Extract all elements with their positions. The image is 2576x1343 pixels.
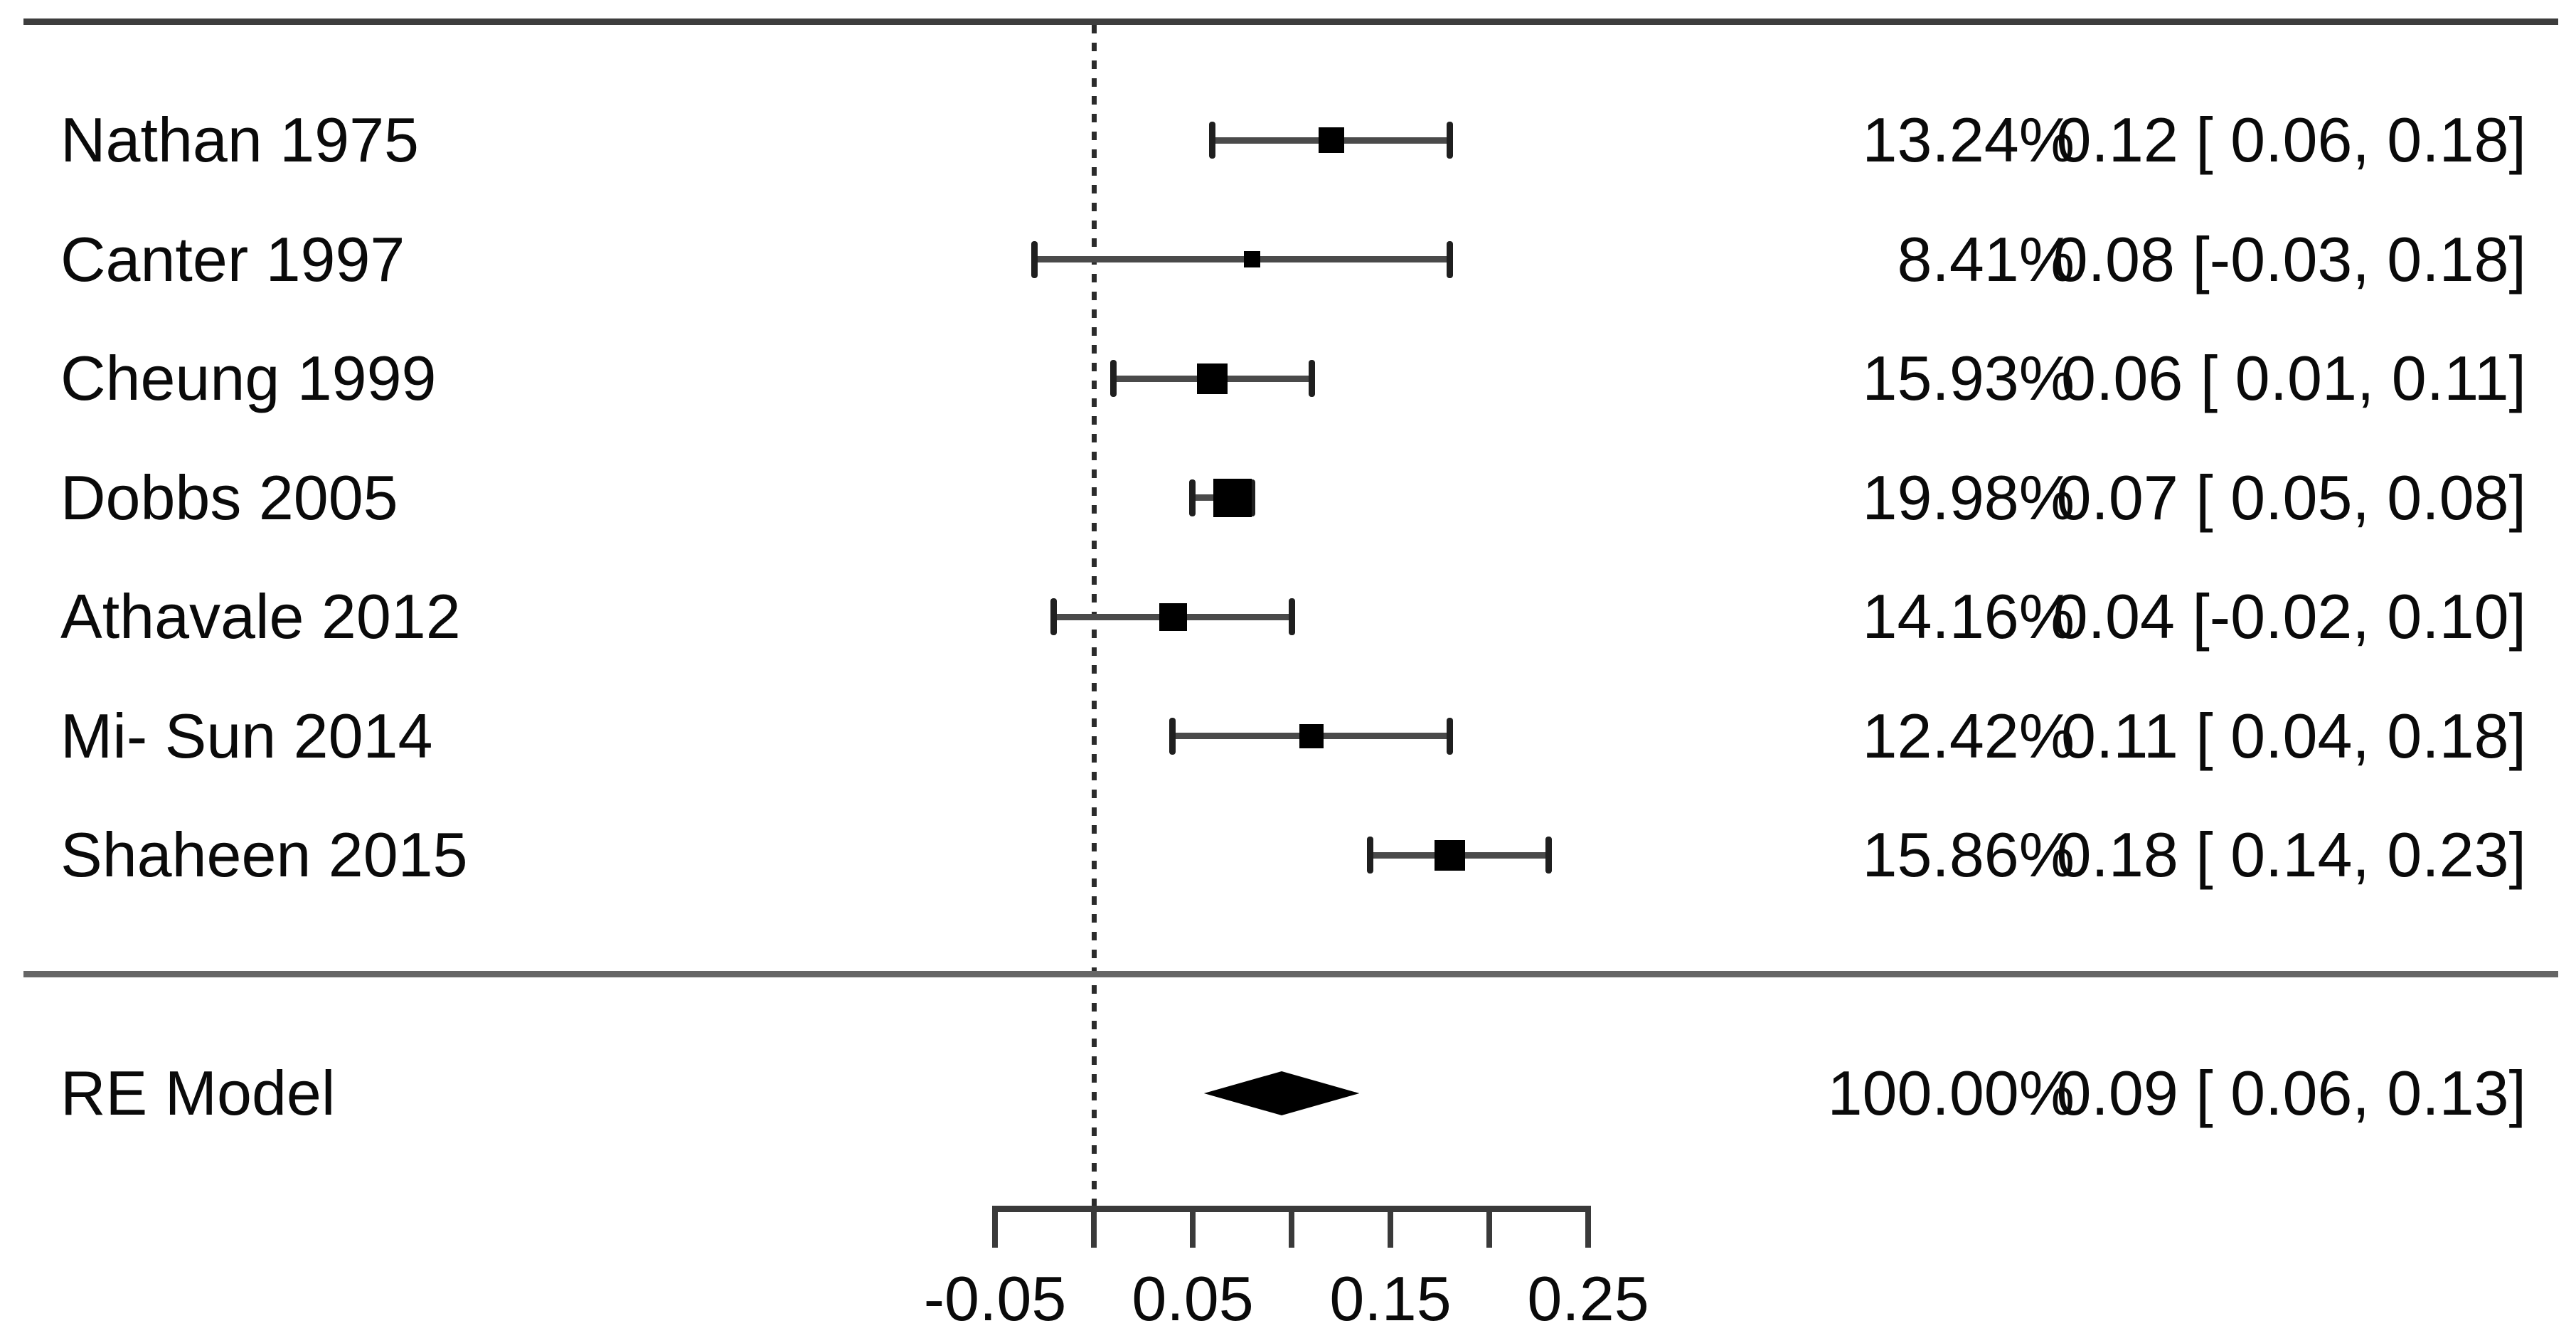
ci-cap-left <box>1109 360 1117 397</box>
top-rule <box>23 18 2558 25</box>
study-label: Shaheen 2015 <box>60 819 468 890</box>
study-label: Nathan 1975 <box>60 105 419 175</box>
x-axis-line <box>992 1206 1591 1212</box>
ci-cap-right <box>1545 837 1553 874</box>
weight-value: 13.24% <box>1862 105 2075 175</box>
estimate-ci-value: 0.08 [-0.03, 0.18] <box>2053 223 2526 294</box>
ci-cap-right <box>1249 479 1256 516</box>
point-estimate-square <box>1197 363 1228 394</box>
point-estimate-square <box>1243 251 1260 267</box>
estimate-ci-value: 0.18 [ 0.14, 0.23] <box>2056 819 2526 890</box>
ci-cap-left <box>1189 479 1196 516</box>
estimate-ci-value: 0.06 [ 0.01, 0.11] <box>2061 343 2526 413</box>
ci-cap-left <box>1208 122 1215 159</box>
summary-separator-rule <box>23 971 2558 977</box>
weight-value: 15.86% <box>1862 819 2075 890</box>
point-estimate-square <box>1299 723 1324 748</box>
ci-cap-left <box>1050 598 1058 635</box>
x-axis-tick <box>1486 1212 1492 1248</box>
x-axis-tick-label: 0.15 <box>1329 1263 1452 1334</box>
ci-whisker <box>1034 256 1450 262</box>
study-label: Athavale 2012 <box>60 581 461 652</box>
study-label: Dobbs 2005 <box>60 462 398 533</box>
summary-diamond <box>1203 1071 1360 1115</box>
summary-estimate-ci-value: 0.09 [ 0.06, 0.13] <box>2056 1058 2526 1128</box>
weight-value: 14.16% <box>1862 581 2075 652</box>
estimate-ci-value: 0.12 [ 0.06, 0.18] <box>2056 105 2526 175</box>
point-estimate-square <box>1434 839 1465 871</box>
estimate-ci-value: 0.11 [ 0.04, 0.18] <box>2061 700 2526 771</box>
x-axis-tick <box>1190 1212 1196 1248</box>
summary-label: RE Model <box>60 1058 336 1128</box>
x-axis-tick <box>1585 1212 1591 1248</box>
x-axis-tick <box>1289 1212 1294 1248</box>
weight-value: 15.93% <box>1862 343 2075 413</box>
ci-cap-right <box>1447 122 1454 159</box>
x-axis-tick <box>1388 1212 1393 1248</box>
ci-cap-right <box>1289 598 1295 635</box>
study-label: Canter 1997 <box>60 223 405 294</box>
ci-cap-left <box>1169 717 1176 755</box>
ci-cap-left <box>1367 837 1374 874</box>
point-estimate-square <box>1159 603 1187 631</box>
x-axis-tick <box>1091 1212 1097 1248</box>
ci-cap-right <box>1308 360 1315 397</box>
study-label: Cheung 1999 <box>60 343 437 413</box>
estimate-ci-value: 0.04 [-0.02, 0.10] <box>2053 581 2526 652</box>
weight-value: 19.98% <box>1862 462 2075 533</box>
x-axis-tick-label: -0.05 <box>923 1263 1067 1334</box>
summary-weight-value: 100.00% <box>1827 1058 2075 1128</box>
weight-value: 8.41% <box>1897 223 2075 294</box>
ci-cap-right <box>1447 717 1454 755</box>
estimate-ci-value: 0.07 [ 0.05, 0.08] <box>2056 462 2526 533</box>
point-estimate-square <box>1318 127 1344 153</box>
x-axis-tick-label: 0.05 <box>1132 1263 1254 1334</box>
weight-value: 12.42% <box>1862 700 2075 771</box>
point-estimate-square <box>1213 478 1252 517</box>
x-axis-tick-label: 0.25 <box>1527 1263 1649 1334</box>
ci-cap-left <box>1031 240 1038 278</box>
x-axis-tick <box>992 1212 998 1248</box>
study-label: Mi- Sun 2014 <box>60 700 433 771</box>
ci-cap-right <box>1447 240 1454 278</box>
